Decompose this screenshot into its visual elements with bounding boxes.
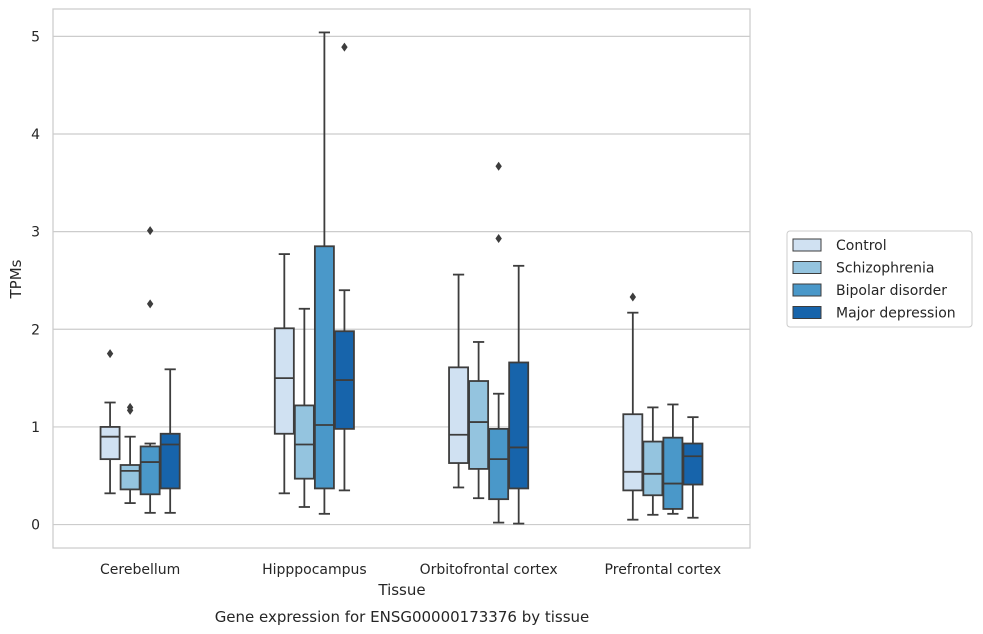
y-tick-label: 5 (31, 29, 40, 45)
legend: Control Schizophrenia Bipolar disorder Majo… (786, 230, 973, 328)
legend-frame (786, 230, 973, 328)
outlier-point (146, 226, 154, 236)
iqr-box (642, 440, 664, 497)
iqr-box (159, 432, 181, 490)
figure-caption: Gene expression for ENSG00000173376 by t… (215, 608, 590, 626)
legend-swatch (792, 238, 822, 252)
box-1-2 (313, 31, 335, 515)
box-3-0 (622, 292, 644, 521)
boxes (99, 31, 704, 525)
x-tick-label: Orbitofrontal cortex (420, 562, 558, 578)
outlier-point (495, 233, 502, 243)
box-1-3 (334, 42, 355, 492)
outlier-point (126, 402, 134, 412)
iqr-box (119, 464, 141, 491)
legend-swatch (792, 306, 822, 319)
iqr-box (139, 445, 161, 496)
outlier-point (106, 349, 114, 359)
iqr-box (448, 366, 469, 464)
y-tick-label: 1 (31, 420, 40, 436)
box-1-0 (273, 253, 295, 495)
iqr-box (508, 361, 530, 490)
iqr-box (313, 245, 335, 490)
box-2-1 (468, 341, 490, 500)
y-tick-label: 0 (31, 518, 40, 534)
legend-label: Control (836, 238, 887, 254)
box-3-1 (642, 406, 664, 516)
iqr-box (622, 413, 644, 492)
x-tick-label: Cerebellum (100, 562, 180, 578)
iqr-box (682, 442, 704, 486)
legend-label: Major depression (836, 306, 956, 322)
box-2-0 (448, 273, 469, 489)
legend-swatch (792, 261, 822, 274)
box-1-1 (293, 307, 315, 508)
box-2-3 (508, 264, 530, 525)
box-0-2 (139, 226, 161, 514)
outlier-point (146, 299, 154, 309)
y-tick-label: 2 (31, 322, 40, 338)
iqr-box (662, 436, 684, 510)
legend-label: Bipolar disorder (836, 283, 947, 299)
outlier-point (341, 42, 348, 52)
y-tick-labels: 0 1 2 3 4 5 (31, 29, 40, 533)
x-tick-labels: Cerebellum Hipppocampus Orbitofrontal cort… (100, 562, 721, 578)
x-tick-label: Hipppocampus (262, 562, 367, 578)
iqr-box (293, 404, 315, 480)
plot-frame (52, 8, 751, 549)
outlier-point (629, 292, 637, 302)
box-0-1 (119, 402, 141, 504)
iqr-box (468, 380, 490, 470)
iqr-box (99, 426, 121, 461)
y-tick-label: 4 (31, 127, 40, 143)
box-0-0 (99, 349, 121, 495)
iqr-box (488, 427, 510, 501)
legend-label: Schizophrenia (836, 261, 934, 277)
y-tick-label: 3 (31, 225, 40, 241)
box-3-2 (662, 403, 684, 515)
x-tick-label: Prefrontal cortex (605, 562, 722, 578)
box-0-3 (159, 368, 181, 514)
iqr-box (273, 327, 295, 435)
x-axis-label: Tissue (377, 581, 425, 599)
box-2-2 (488, 161, 510, 524)
box-3-3 (682, 416, 704, 519)
legend-swatch (792, 283, 822, 297)
grid-lines (53, 35, 750, 526)
outlier-point (495, 161, 502, 171)
y-axis-label: TPMs (7, 259, 25, 299)
